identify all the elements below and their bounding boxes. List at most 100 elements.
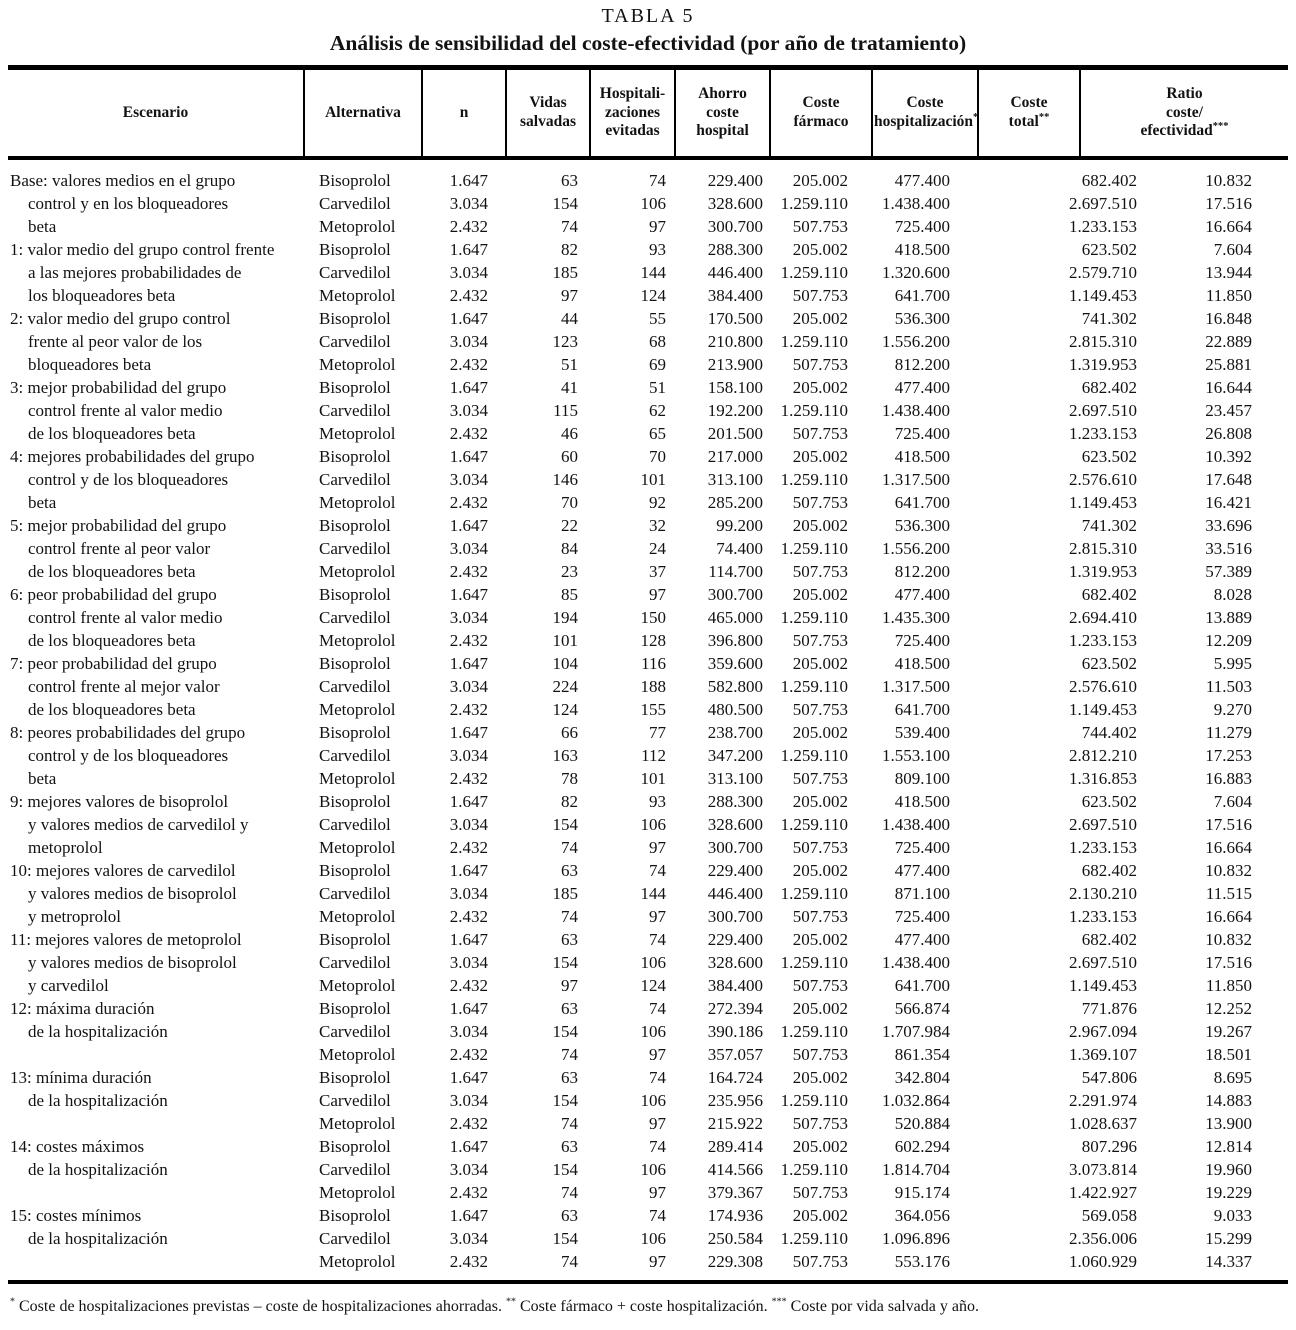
farmaco-cell: 1.259.110	[780, 263, 848, 282]
ratio-cell: 11.850	[1205, 286, 1252, 305]
ratio-cell: 10.832	[1205, 930, 1252, 949]
coste-hospitalizacion-cell: 418.500	[894, 447, 950, 466]
farmaco-cell: 1.259.110	[780, 953, 848, 972]
ratio-cell: 11.515	[1205, 884, 1252, 903]
scenario-label-cell: 7: peor probabilidad del grupo	[10, 654, 217, 673]
scenario-label-cell: control y en los bloqueadores	[28, 194, 229, 213]
coste-hospitalizacion-cell: 536.300	[894, 309, 950, 328]
hospitalizaciones-cell: 188	[640, 677, 667, 696]
ahorro-cell: 272.394	[707, 999, 763, 1018]
coste-total-cell: 2.815.310	[1069, 539, 1137, 558]
scenario-label-cell: y carvedilol	[28, 976, 109, 995]
scenario-label-cell	[8, 1112, 304, 1135]
table-row: de la hospitalización Carvedilol 3.034 154 1…	[8, 1158, 1288, 1181]
coste-total-cell: 2.697.510	[1069, 401, 1137, 420]
ratio-cell: 16.644	[1205, 378, 1252, 397]
farmaco-cell: 507.753	[792, 493, 848, 512]
header-label: Vidas salvadas	[520, 94, 576, 130]
alternativa-cell: Carvedilol	[319, 677, 391, 696]
coste-total-cell: 1.149.453	[1069, 700, 1137, 719]
ratio-cell: 19.960	[1205, 1160, 1252, 1179]
header-label: n	[459, 103, 469, 121]
n-cell: 2.432	[449, 286, 488, 305]
n-cell: 1.647	[449, 723, 488, 742]
farmaco-cell: 507.753	[792, 631, 848, 650]
ratio-cell: 23.457	[1205, 401, 1252, 420]
coste-total-cell: 1.233.153	[1069, 907, 1137, 926]
ahorro-cell: 174.936	[707, 1206, 763, 1225]
hospitalizaciones-cell: 144	[640, 263, 667, 282]
vidas-cell: 185	[552, 263, 579, 282]
coste-hospitalizacion-cell: 566.874	[894, 999, 950, 1018]
alternativa-cell: Metoprolol	[319, 493, 396, 512]
alternativa-cell: Metoprolol	[319, 1183, 396, 1202]
n-cell: 3.034	[449, 1022, 488, 1041]
scenario-label-cell: de los bloqueadores beta	[28, 631, 196, 650]
alternativa-cell: Metoprolol	[319, 286, 396, 305]
coste-total-cell: 1.369.107	[1069, 1045, 1137, 1064]
ahorro-cell: 582.800	[707, 677, 763, 696]
hospitalizaciones-cell: 101	[640, 470, 667, 489]
vidas-cell: 74	[561, 1183, 578, 1202]
footnote-marker: ***	[1212, 121, 1229, 133]
farmaco-cell: 507.753	[792, 1045, 848, 1064]
vidas-cell: 154	[552, 815, 579, 834]
hospitalizaciones-cell: 97	[649, 1183, 666, 1202]
ahorro-cell: 313.100	[707, 470, 763, 489]
farmaco-cell: 1.259.110	[780, 1022, 848, 1041]
table-row: control y de los bloqueadores Carvedilol 3…	[8, 468, 1288, 491]
ahorro-cell: 414.566	[707, 1160, 763, 1179]
vidas-cell: 84	[561, 539, 578, 558]
alternativa-cell: Bisoprolol	[319, 999, 391, 1018]
alternativa-cell: Metoprolol	[319, 1045, 396, 1064]
n-cell: 2.432	[449, 424, 488, 443]
farmaco-cell: 205.002	[792, 1137, 848, 1156]
hospitalizaciones-cell: 112	[641, 746, 666, 765]
hospitalizaciones-cell: 97	[649, 217, 666, 236]
coste-hospitalizacion-cell: 1.438.400	[882, 194, 950, 213]
farmaco-cell: 507.753	[792, 838, 848, 857]
table-row: control frente al mejor valor Carvedilol 3…	[8, 675, 1288, 698]
footnote-marker: **	[505, 1296, 516, 1308]
table-row: beta Metoprolol 2.432 70 92 285.200 507.753 641…	[8, 491, 1288, 514]
header-label: Ahorro coste hospital	[696, 84, 749, 140]
n-cell: 1.647	[449, 447, 488, 466]
farmaco-cell: 1.259.110	[780, 539, 848, 558]
coste-hospitalizacion-cell: 725.400	[894, 907, 950, 926]
ratio-cell: 14.883	[1205, 1091, 1252, 1110]
alternativa-cell: Bisoprolol	[319, 723, 391, 742]
farmaco-cell: 205.002	[792, 447, 848, 466]
header-label: Hospitali- zaciones evitadas	[599, 84, 666, 140]
ratio-cell: 26.808	[1205, 424, 1252, 443]
hospitalizaciones-cell: 97	[649, 907, 666, 926]
farmaco-cell: 205.002	[792, 999, 848, 1018]
alternativa-cell: Carvedilol	[319, 263, 391, 282]
table-row: Metoprolol 2.432 74 97 379.367 507.753 915.174…	[8, 1181, 1288, 1204]
alternativa-cell: Carvedilol	[319, 1160, 391, 1179]
ratio-cell: 9.270	[1213, 700, 1252, 719]
ratio-cell: 8.028	[1213, 585, 1252, 604]
ahorro-cell: 164.724	[707, 1068, 763, 1087]
vidas-cell: 46	[561, 424, 578, 443]
alternativa-cell: Bisoprolol	[319, 516, 391, 535]
coste-hospitalizacion-cell: 477.400	[894, 171, 950, 190]
n-cell: 3.034	[449, 401, 488, 420]
scenario-label-cell: 13: mínima duración	[10, 1068, 152, 1087]
coste-total-cell: 2.579.710	[1069, 263, 1137, 282]
coste-total-cell: 2.291.974	[1069, 1091, 1137, 1110]
hospitalizaciones-cell: 74	[649, 861, 666, 880]
ratio-cell: 22.889	[1205, 332, 1252, 351]
hospitalizaciones-cell: 106	[640, 194, 667, 213]
ratio-cell: 19.229	[1205, 1183, 1252, 1202]
footnote-text: Coste fármaco + coste hospitalización.	[515, 1298, 772, 1315]
ratio-cell: 10.832	[1205, 171, 1252, 190]
n-cell: 3.034	[449, 539, 488, 558]
ratio-cell: 11.279	[1205, 723, 1252, 742]
n-cell: 1.647	[449, 516, 488, 535]
scenario-label-cell	[8, 1043, 304, 1066]
hospitalizaciones-cell: 93	[649, 792, 666, 811]
scenario-label-cell: 11: mejores valores de metoprolol	[10, 930, 242, 949]
hospitalizaciones-cell: 51	[649, 378, 666, 397]
column-header-coste-farmaco: Coste fármaco	[769, 67, 872, 158]
